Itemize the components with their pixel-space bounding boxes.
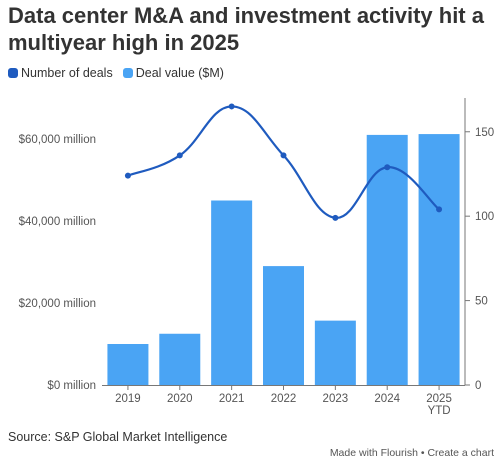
combo-chart: $0 million $20,000 million $40,000 million… [19, 98, 494, 417]
x-axis-tick-label: YTD [428, 405, 451, 417]
legend-item-deal-value[interactable]: Deal value ($M) [122, 66, 224, 80]
bar-deal-value-2022[interactable] [263, 266, 304, 385]
point-number-of-deals-2019[interactable] [124, 172, 131, 179]
source-note: Source: S&P Global Market Intelligence [8, 430, 228, 444]
left-axis-tick-label: $40,000 million [19, 216, 96, 228]
bar-deal-value-2025-ytd[interactable] [418, 134, 460, 385]
create-chart-link[interactable]: Create a chart [427, 447, 494, 459]
legend-swatch-number-of-deals [8, 68, 18, 78]
right-axis-tick-label: 100 [475, 211, 494, 223]
bar-deal-value-2019[interactable] [107, 344, 149, 385]
right-axis-tick-label: 150 [475, 127, 494, 139]
legend-item-number-of-deals[interactable]: Number of deals [8, 66, 113, 80]
point-number-of-deals-2024[interactable] [384, 164, 391, 171]
legend-label-deal-value: Deal value ($M) [135, 66, 224, 80]
made-with-flourish-link[interactable]: Made with Flourish [329, 447, 418, 459]
x-axis-tick-label: 2020 [167, 393, 193, 405]
right-axis-tick-label: 50 [475, 296, 488, 308]
legend-swatch-deal-value [122, 68, 133, 78]
bar-deal-value-2023[interactable] [314, 320, 356, 385]
left-axis-tick-label: $0 million [47, 380, 96, 392]
x-axis-tick-label: 2019 [115, 393, 141, 405]
point-number-of-deals-2020[interactable] [176, 152, 183, 159]
bar-deal-value-2021[interactable] [211, 200, 253, 386]
footer-separator: • [417, 447, 428, 459]
point-number-of-deals-2022[interactable] [280, 152, 287, 159]
chart-title: Data center M&A and investment activity … [8, 3, 484, 55]
point-number-of-deals-2023[interactable] [332, 214, 339, 221]
point-number-of-deals-2025-ytd[interactable] [436, 206, 443, 213]
legend-label-number-of-deals: Number of deals [21, 66, 113, 80]
x-axis-tick-label: 2022 [271, 393, 297, 405]
x-axis-tick-label: 2023 [323, 393, 349, 405]
bar-deal-value-2020[interactable] [159, 333, 201, 385]
x-axis-tick-label: 2024 [374, 393, 400, 405]
left-axis-tick-label: $20,000 million [19, 298, 96, 310]
flourish-footer: Made with Flourish • Create a chart [330, 447, 494, 459]
x-axis-tick-label: 2025 [426, 393, 452, 405]
x-axis-tick-label: 2021 [219, 393, 245, 405]
legend: Number of deals Deal value ($M) [8, 66, 234, 80]
right-axis-tick-label: 0 [475, 380, 481, 392]
left-axis-tick-label: $60,000 million [19, 134, 96, 146]
point-number-of-deals-2021[interactable] [228, 103, 235, 110]
